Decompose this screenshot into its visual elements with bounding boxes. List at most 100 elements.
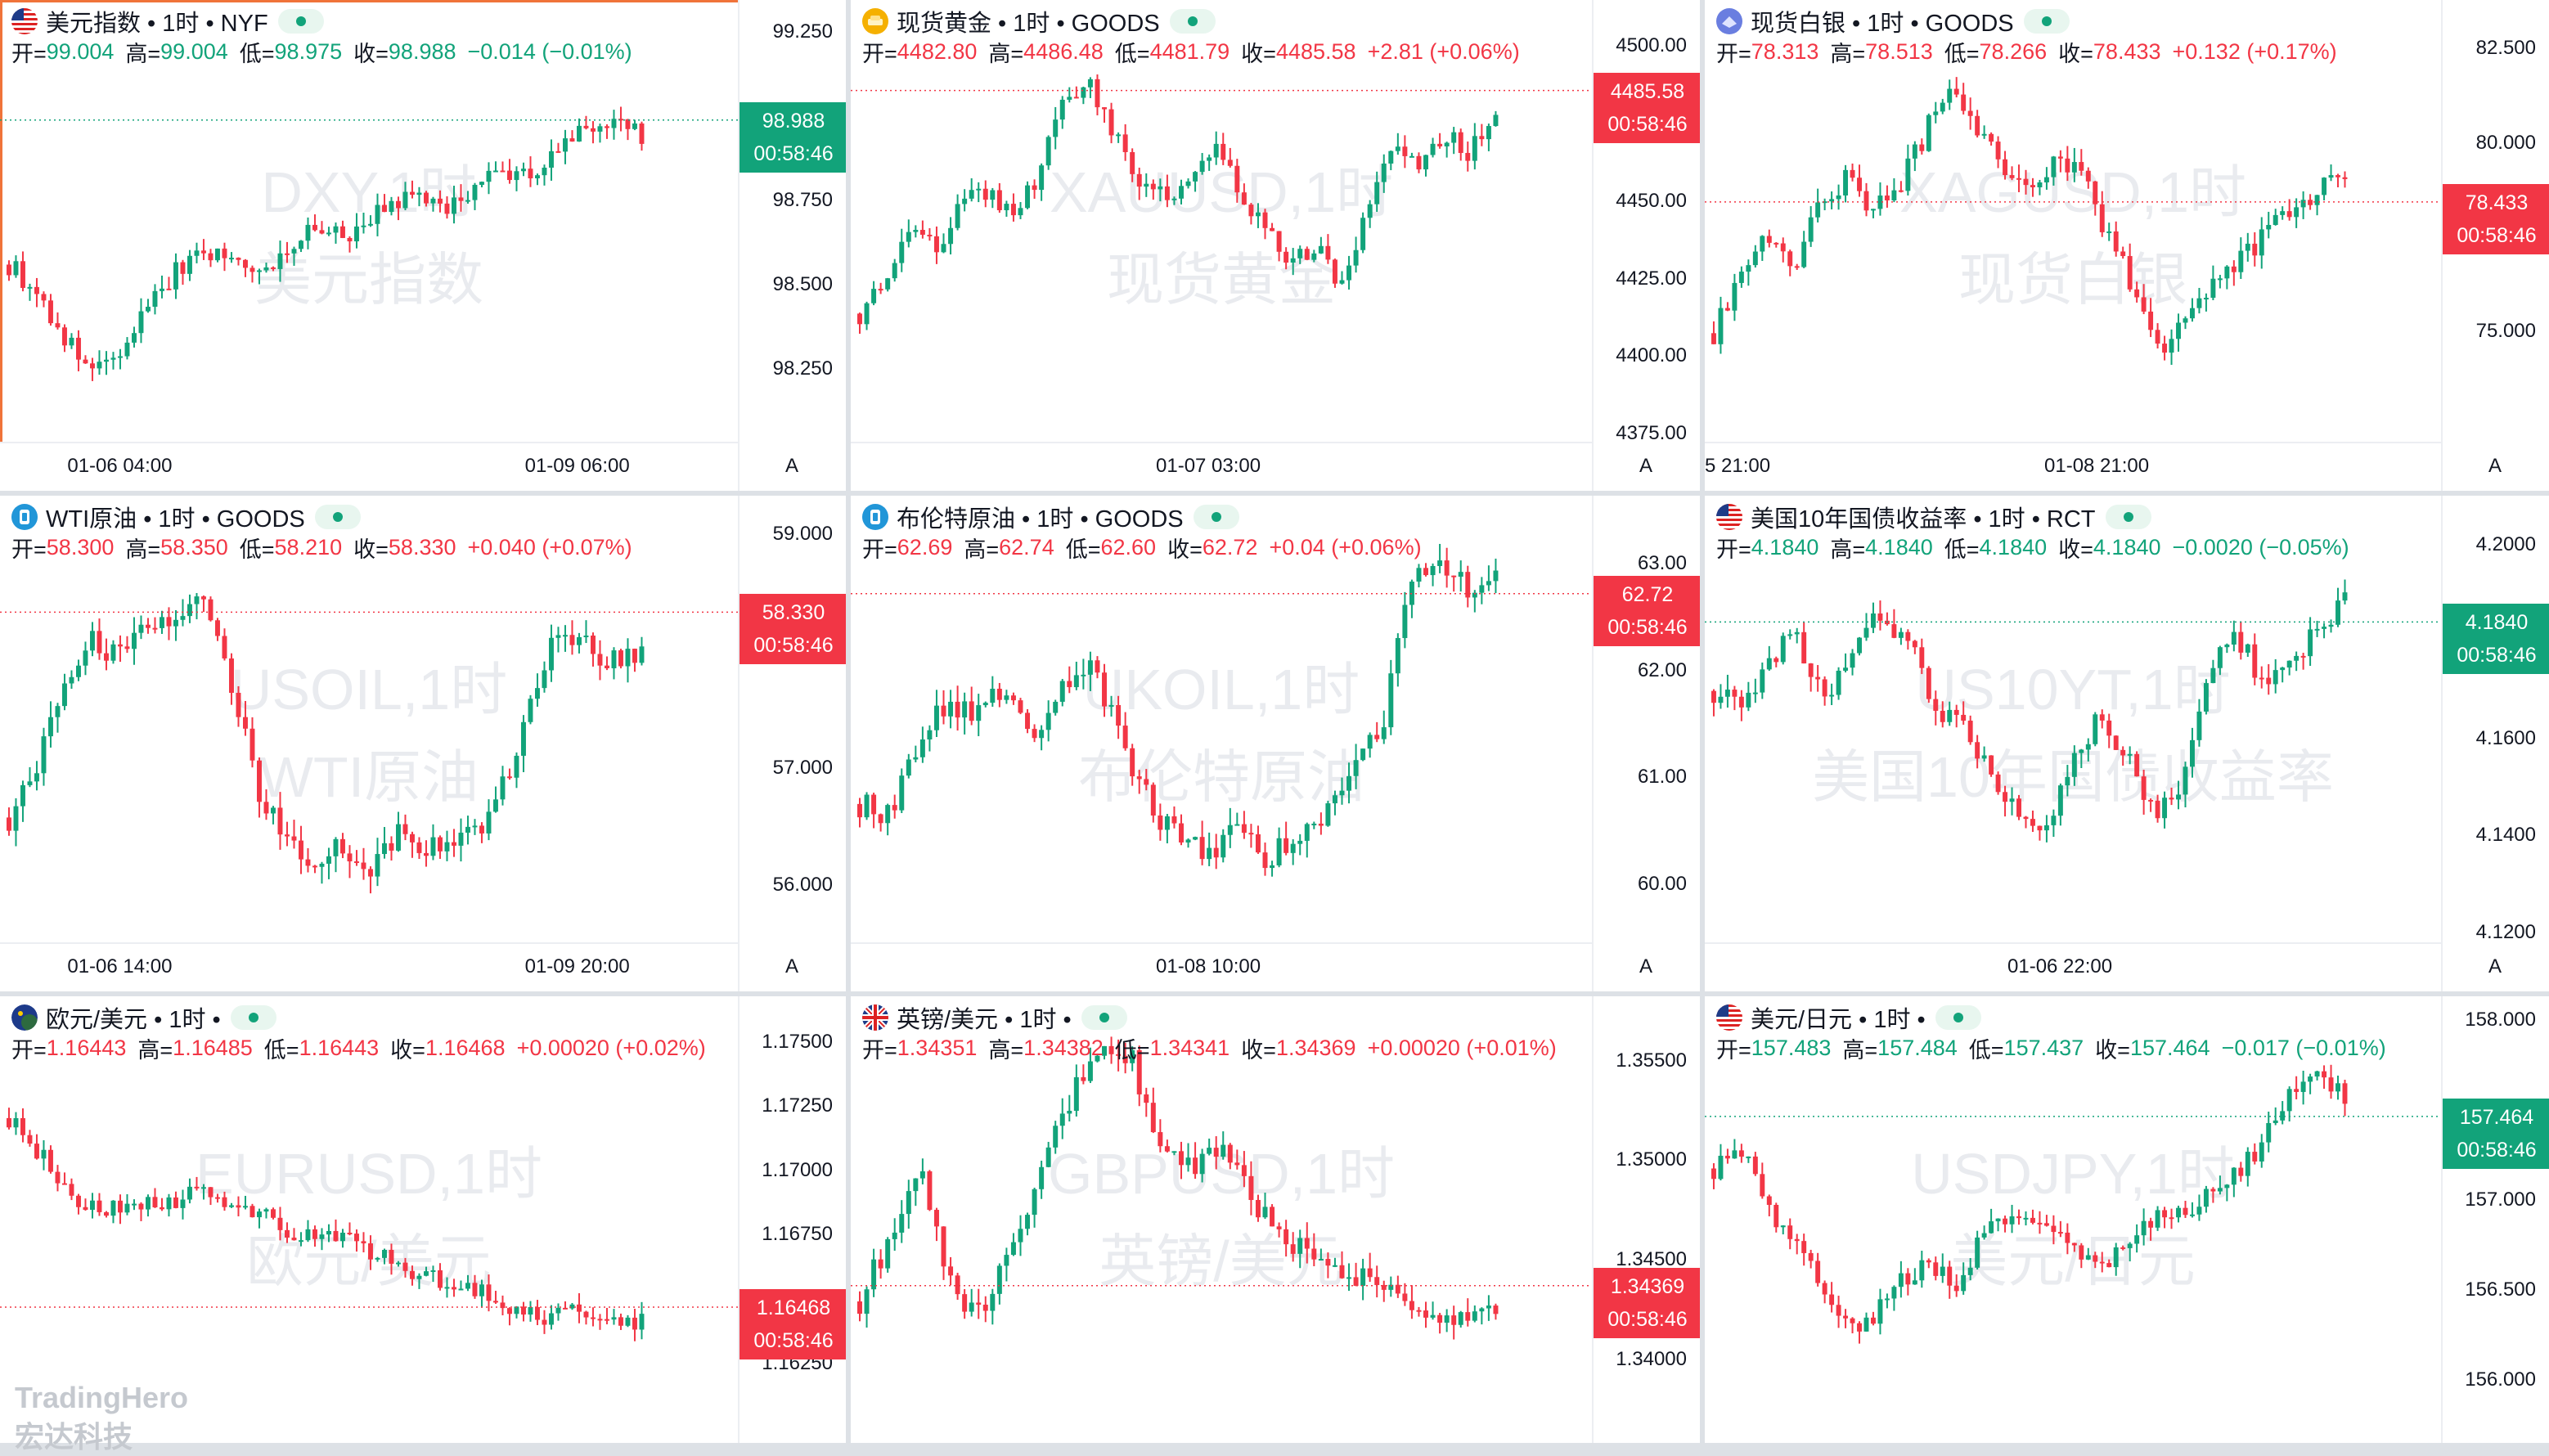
oil-barrel-icon <box>11 504 38 530</box>
auto-scale-button[interactable]: A <box>1639 455 1652 477</box>
candle-body <box>194 1186 200 1189</box>
candle-body <box>27 286 33 289</box>
candle-body <box>472 1283 478 1296</box>
candlestick-chart[interactable] <box>0 0 738 443</box>
candle-body <box>597 126 603 132</box>
price-scale[interactable]: 1.35500 1.35000 1.34500 1.34000 1.34369 00:58… <box>1592 996 1700 1443</box>
symbol-title[interactable]: 布伦特原油 • 1时 • GOODS <box>897 506 1184 533</box>
symbol-title[interactable]: 英镑/美元 • 1时 • <box>897 1007 1072 1033</box>
candlestick-chart[interactable] <box>1705 496 2441 944</box>
candle-body <box>1947 88 1953 103</box>
candlestick-chart[interactable] <box>851 496 1592 944</box>
candlestick-chart[interactable] <box>851 0 1592 443</box>
auto-scale-button[interactable]: A <box>1639 955 1652 977</box>
candle-body <box>1829 199 1835 202</box>
symbol-header: 英镑/美元 • 1时 • 开= 1.34351 高= 1.34382 低= 1.34341 收… <box>862 1003 1700 1063</box>
chart-panel-eurusd[interactable]: EURUSD,1时 欧元/美元 1.17500 1.17250 1.17000 1.167… <box>0 996 846 1443</box>
candle-body <box>1451 575 1457 577</box>
price-tick-label: 57.000 <box>772 756 833 779</box>
chart-panel-brent[interactable]: UKOIL,1时 布伦特原油 63.00 62.00 61.00 60.00 62.72 00… <box>851 496 1700 991</box>
symbol-title[interactable]: 美元/日元 • 1时 • <box>1751 1007 1926 1033</box>
time-axis[interactable]: 01-06 22:00 <box>1705 942 2441 991</box>
price-scale[interactable]: 82.500 80.000 75.000 78.433 00:58:46 <box>2441 0 2549 491</box>
candle-body <box>76 1195 81 1207</box>
chart-panel-gbpusd[interactable]: GBPUSD,1时 英镑/美元 1.35500 1.35000 1.34500 1.340… <box>851 996 1700 1443</box>
candle-body <box>1458 572 1463 577</box>
symbol-title[interactable]: 美国10年国债收益率 • 1时 • RCT <box>1751 506 2096 533</box>
market-status-indicator[interactable] <box>1169 9 1216 34</box>
auto-scale-button[interactable]: A <box>2488 455 2502 477</box>
candle-body <box>34 1144 39 1159</box>
candlestick-chart[interactable] <box>0 496 738 944</box>
chart-panel-silver[interactable]: XAGUSD,1时 现货白银 82.500 80.000 75.000 78.433 00:… <box>1705 0 2549 491</box>
market-status-indicator[interactable] <box>230 1005 276 1030</box>
chart-panel-us10y[interactable]: US10YT,1时 美国10年国债收益率 4.2000 4.1600 4.1400 4.1… <box>1705 496 2549 991</box>
price-scale[interactable]: 1.17500 1.17250 1.17000 1.16750 1.16250 1.164… <box>738 996 846 1443</box>
last-price-value: 98.988 <box>762 109 825 133</box>
candle-body <box>2273 1120 2278 1124</box>
price-tick-label: 4.2000 <box>2475 533 2536 555</box>
time-axis[interactable]: 01-07 03:00 <box>851 442 1592 491</box>
price-scale[interactable]: 4500.00 4450.00 4425.00 4400.00 4375.00 4485.… <box>1592 0 1700 491</box>
candle-body <box>1891 624 1897 638</box>
candle-body <box>20 261 25 288</box>
candle-body <box>236 1205 241 1208</box>
candle-body <box>146 624 151 628</box>
candle-body <box>542 1319 547 1325</box>
market-status-indicator[interactable] <box>1935 1005 1981 1030</box>
market-status-indicator[interactable] <box>2105 505 2151 529</box>
symbol-title[interactable]: 欧元/美元 • 1时 • <box>46 1007 221 1033</box>
auto-scale-button[interactable]: A <box>2488 955 2502 977</box>
candle-body <box>236 258 241 260</box>
candle-body <box>1360 218 1366 250</box>
price-scale[interactable]: 99.250 98.750 98.500 98.250 98.988 00:58:46 <box>738 0 846 491</box>
candle-body <box>2120 749 2126 756</box>
price-scale[interactable]: 158.000 157.000 156.500 156.000 157.464 00:58… <box>2441 996 2549 1443</box>
symbol-title[interactable]: 美元指数 • 1时 • NYF <box>46 11 268 37</box>
candle-body <box>1276 838 1282 865</box>
candle-body <box>2286 660 2292 668</box>
time-axis[interactable]: 01-06 14:00 01-09 20:00 <box>0 942 738 991</box>
candlestick-chart[interactable] <box>1705 996 2441 1395</box>
candle-body <box>1718 696 1724 703</box>
auto-scale-button[interactable]: A <box>784 955 798 977</box>
price-scale[interactable]: 63.00 62.00 61.00 60.00 62.72 00:58:46 <box>1592 496 1700 991</box>
market-status-indicator[interactable] <box>1193 505 1239 529</box>
market-status-indicator[interactable] <box>2023 9 2070 34</box>
time-axis[interactable]: 01-08 10:00 <box>851 942 1592 991</box>
time-axis[interactable]: 5 21:00 01-08 21:00 <box>1705 442 2441 491</box>
chart-panel-dxy[interactable]: DXY,1时 美元指数 99.250 98.750 98.500 98.250 98.988… <box>0 0 846 491</box>
chart-panel-gold[interactable]: XAUUSD,1时 现货黄金 4500.00 4450.00 4425.00 4400.0… <box>851 0 1700 491</box>
candle-body <box>361 1241 366 1244</box>
candle-body <box>222 248 227 258</box>
symbol-title[interactable]: WTI原油 • 1时 • GOODS <box>46 506 305 533</box>
ohlc-high-value: 1.34382 <box>1023 1035 1104 1060</box>
price-scale[interactable]: 59.000 57.000 56.000 58.330 00:58:46 <box>738 496 846 991</box>
symbol-title[interactable]: 现货黄金 • 1时 • GOODS <box>897 11 1160 37</box>
candle-body <box>2294 1089 2299 1092</box>
candle-body <box>1087 660 1093 675</box>
ohlc-close-value: 78.433 <box>2093 38 2161 64</box>
candle-body <box>906 1191 911 1215</box>
candlestick-chart[interactable] <box>851 996 1592 1395</box>
market-status-indicator[interactable] <box>1081 1005 1127 1030</box>
candlestick-chart[interactable] <box>0 996 738 1395</box>
candle-body <box>1766 658 1772 670</box>
price-scale[interactable]: 4.2000 4.1600 4.1400 4.1200 4.1840 00:58:46 <box>2441 496 2549 991</box>
symbol-title[interactable]: 现货白银 • 1时 • GOODS <box>1751 11 2014 37</box>
candle-body <box>2016 178 2021 180</box>
auto-scale-button[interactable]: A <box>784 455 798 477</box>
market-status-indicator[interactable] <box>314 505 361 529</box>
chart-panel-usdjpy[interactable]: USDJPY,1时 美元/日元 158.000 157.000 156.500 156.0… <box>1705 996 2549 1443</box>
candle-body <box>1409 1301 1414 1310</box>
time-axis[interactable]: 01-06 04:00 01-09 06:00 <box>0 442 738 491</box>
candle-body <box>424 1271 429 1276</box>
market-status-indicator[interactable] <box>277 9 324 34</box>
candle-body <box>2030 185 2035 187</box>
chart-panel-wti[interactable]: USOIL,1时 WTI原油 59.000 57.000 56.000 58.330 00:… <box>0 496 846 991</box>
ohlc-low-value: 62.60 <box>1100 534 1157 559</box>
ohlc-open-label: 开= <box>11 41 47 66</box>
candle-body <box>549 151 554 168</box>
candle-body <box>222 1197 227 1207</box>
candlestick-chart[interactable] <box>1705 0 2441 443</box>
